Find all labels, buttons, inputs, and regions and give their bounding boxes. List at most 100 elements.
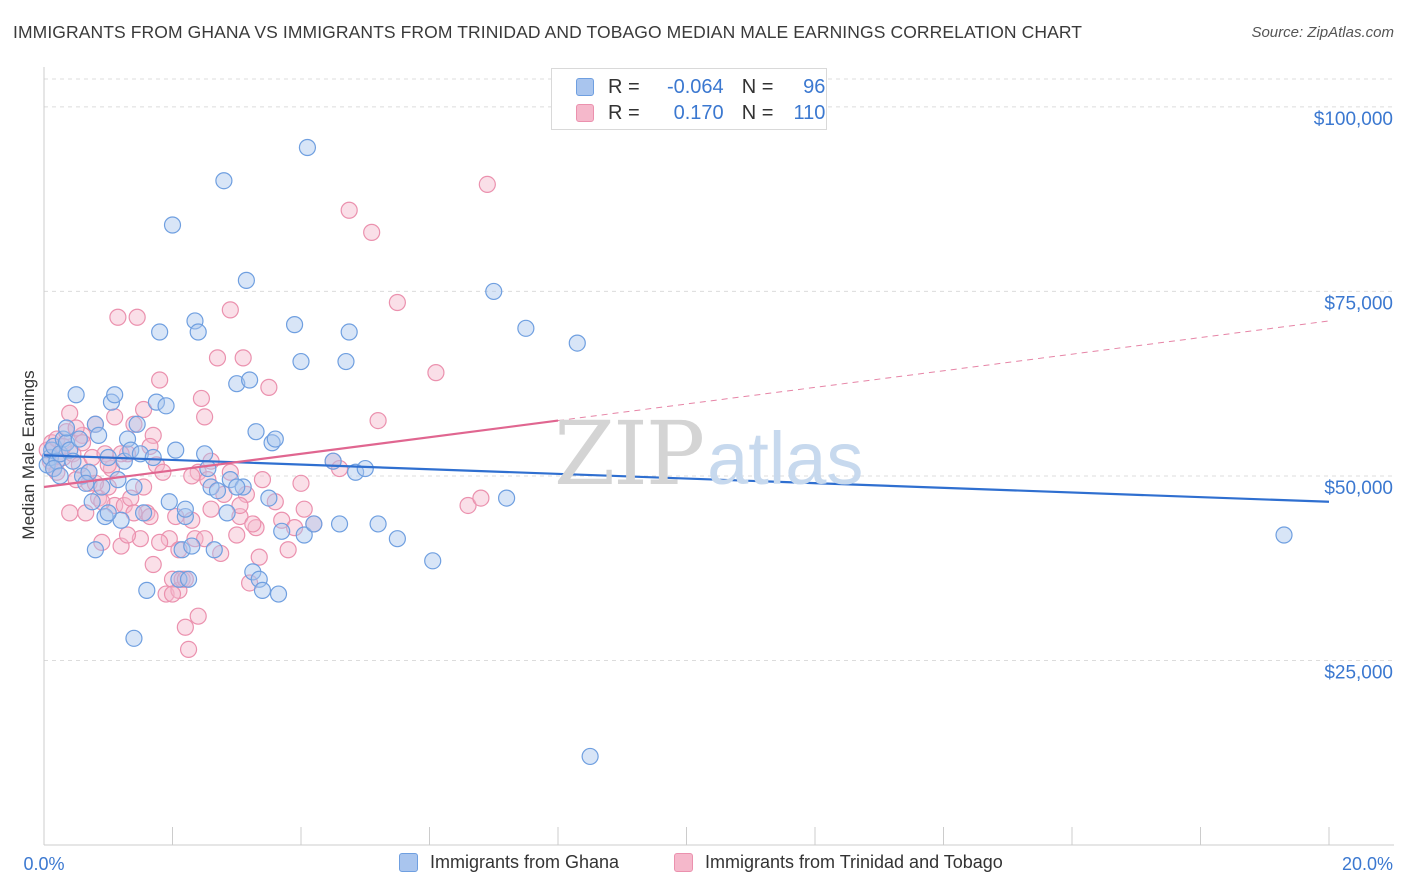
ghana-point	[93, 478, 111, 496]
ghana-point	[61, 441, 79, 459]
trinidad-point	[144, 555, 162, 574]
y-tick-label: $100,000	[1314, 109, 1393, 130]
trinidad-point	[292, 474, 310, 492]
n-label: N =	[741, 101, 774, 124]
trinidad-point	[459, 496, 477, 515]
ghana-point	[83, 493, 101, 511]
legend-item-trinidad[interactable]: Immigrants from Trinidad and Tobago	[674, 852, 1003, 873]
ghana-point	[247, 423, 265, 441]
ghana-point	[388, 530, 406, 548]
legend-label-trinidad: Immigrants from Trinidad and Tobago	[705, 852, 1003, 872]
trinidad-point	[279, 541, 297, 559]
legend-item-ghana[interactable]: Immigrants from Ghana	[399, 852, 619, 873]
trinidad-point	[234, 349, 252, 367]
ghana-point	[234, 478, 252, 496]
ghana-point	[298, 138, 317, 157]
trinidad-point	[134, 478, 153, 496]
trinidad-point	[131, 530, 149, 548]
trinidad-point	[427, 364, 445, 382]
trinidad-point	[260, 378, 278, 396]
ghana-point	[70, 430, 88, 448]
axes	[43, 67, 1394, 846]
trinidad-point	[183, 467, 201, 485]
ghana-point	[228, 478, 246, 496]
trinidad-point	[128, 308, 146, 326]
ghana-point	[147, 393, 166, 411]
legend-row-ghana: R = -0.064 N = 96	[576, 75, 825, 99]
trinidad-point	[363, 223, 381, 241]
trinidad-point	[202, 500, 220, 518]
trinidad-point	[244, 515, 262, 533]
ghana-point	[253, 581, 272, 599]
source-label: Source: ZipAtlas.com	[1251, 24, 1394, 41]
ghana-point	[581, 747, 599, 766]
trinidad-point	[134, 400, 153, 419]
trinidad-point	[179, 640, 198, 659]
trinidad-point	[163, 585, 182, 603]
ghana-point	[144, 448, 162, 467]
ghana-point	[485, 282, 503, 301]
stats-legend: R = -0.064 N = 96 R = 0.170 N = 110	[551, 68, 827, 130]
trinidad-legend-swatch	[674, 853, 693, 872]
y-tick-label: $75,000	[1324, 293, 1393, 314]
r-label: R =	[608, 75, 640, 98]
ghana-point	[125, 478, 143, 496]
ghana-legend-swatch	[399, 853, 418, 872]
r-value: 0.170	[673, 101, 724, 124]
ghana-point	[170, 570, 188, 588]
r-label: R =	[608, 101, 640, 124]
ghana-point	[266, 430, 284, 448]
ghana-point	[99, 504, 117, 522]
ghana-point	[138, 581, 156, 599]
trinidad-point	[221, 301, 239, 319]
ghana-point	[134, 504, 153, 522]
trinidad-point	[67, 419, 85, 437]
trinidad-swatch	[576, 104, 594, 122]
tick-labels: $25,000 $50,000 $75,000 $100,000 0.0% 20.0%	[23, 109, 1393, 874]
ghana-point	[179, 570, 198, 588]
ghana-point	[295, 526, 313, 544]
x-tick-label-min: 0.0%	[23, 854, 64, 874]
ghana-point	[199, 459, 217, 478]
ghana-point	[86, 415, 105, 433]
ghana-point	[498, 489, 516, 507]
ghana-point	[128, 415, 146, 433]
series-legend: Immigrants from Ghana Immigrants from Tr…	[0, 852, 1406, 876]
trinidad-point	[189, 607, 207, 625]
ghana-point	[189, 323, 207, 341]
ghana-point	[228, 375, 246, 393]
trinidad-point	[241, 574, 259, 592]
ghana-point	[106, 386, 124, 404]
trinidad-point	[196, 530, 214, 548]
ghana-point	[517, 319, 535, 337]
trinidad-point	[253, 471, 272, 489]
ghana-point	[218, 504, 236, 522]
ghana-point	[337, 352, 355, 371]
ghana-point	[196, 445, 214, 463]
trinidad-point	[61, 504, 79, 522]
ghana-point	[305, 515, 323, 533]
legend-label-ghana: Immigrants from Ghana	[430, 852, 620, 872]
ghana-point	[163, 216, 182, 234]
ghana-point	[125, 629, 143, 647]
ghana-point	[118, 430, 137, 448]
legend-row-trinidad: R = 0.170 N = 110	[576, 101, 825, 125]
ghana-trend-line	[43, 454, 1330, 503]
ghana-point	[340, 323, 358, 341]
trinidad-point	[157, 585, 175, 603]
ghana-point	[86, 541, 105, 559]
ghana-swatch	[576, 78, 594, 96]
data-points	[38, 138, 1293, 766]
trinidad-point	[228, 526, 246, 544]
trinidad-point	[369, 411, 387, 430]
ghana-point	[67, 386, 85, 404]
trinidad-point	[151, 371, 169, 389]
trinidad-point	[340, 201, 358, 219]
trinidad-point	[106, 408, 124, 426]
n-value: 110	[793, 101, 826, 124]
trinidad-trend-line	[43, 419, 559, 489]
trinidad-point	[221, 463, 239, 481]
chart-title: IMMIGRANTS FROM GHANA VS IMMIGRANTS FROM…	[13, 22, 1083, 42]
trinidad-point	[151, 533, 169, 551]
trinidad-point	[144, 426, 162, 444]
